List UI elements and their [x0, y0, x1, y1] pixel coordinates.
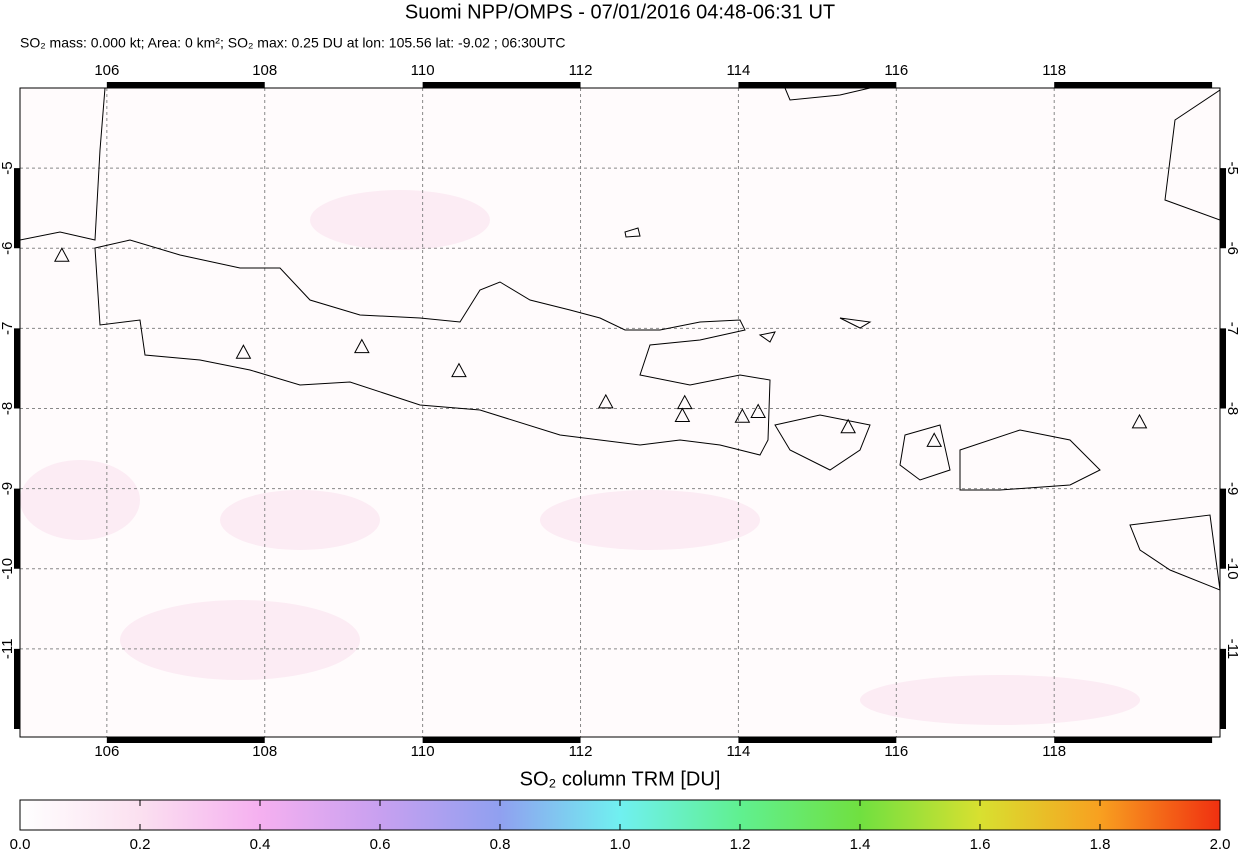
frame-band: [422, 82, 581, 88]
volcano-marker: [750, 403, 766, 418]
subtitle: SO₂ mass: 0.000 kt; Area: 0 km²; SO₂ max…: [20, 35, 565, 51]
frame-band: [14, 168, 20, 249]
y-tick-label: -9: [0, 482, 16, 495]
y-tick-label: -11: [0, 639, 16, 660]
x-tick-label: 108: [252, 743, 277, 760]
y-tick-label: -7: [0, 322, 16, 335]
x-tick-label: 110: [411, 743, 435, 760]
y-tick-label: -5: [0, 161, 16, 174]
frame-band: [106, 737, 265, 743]
colorbar-tick-label: 1.8: [1090, 836, 1111, 853]
frame-band: [1220, 328, 1226, 409]
x-tick-label: 116: [884, 743, 908, 760]
x-tick-label: 116: [884, 62, 908, 79]
frame-band: [14, 328, 20, 409]
colorbar-tick-label: 0.4: [250, 836, 271, 853]
frame-band: [1054, 82, 1213, 88]
frame-band: [738, 82, 897, 88]
x-tick-label: 106: [94, 743, 119, 760]
x-tick-label: 118: [1042, 743, 1066, 760]
y-tick-label: -5: [1224, 161, 1239, 174]
volcano-marker: [926, 432, 943, 447]
frame-band: [422, 737, 581, 743]
colorbar-tick-label: 0.6: [370, 836, 391, 853]
x-tick-label: 106: [94, 62, 119, 79]
y-tick-label: -11: [1224, 639, 1239, 660]
volcano-marker: [840, 418, 856, 434]
colorbar-tick-label: 1.0: [610, 836, 631, 853]
so2-haze: [20, 190, 1140, 725]
frame-band: [738, 737, 897, 743]
volcano-marker: [676, 394, 693, 410]
y-tick-label: -10: [0, 558, 16, 580]
x-tick-label: 118: [1042, 62, 1066, 79]
map-frame: [19, 87, 1221, 738]
frame-band: [14, 488, 20, 569]
frame-band: [106, 82, 265, 88]
y-tick-label: -8: [1224, 402, 1239, 415]
x-tick-label: 112: [569, 62, 593, 79]
colorbar-tick-label: 0.2: [130, 836, 151, 853]
frame-band: [14, 648, 20, 729]
volcano-marker: [734, 408, 751, 423]
colorbar-tick-label: 1.6: [970, 836, 991, 853]
y-tick-label: -6: [1224, 242, 1239, 255]
volcano-marker: [451, 362, 467, 378]
volcano-marker: [235, 344, 252, 359]
frame-band: [1220, 168, 1226, 249]
colorbar-tick-label: 2.0: [1210, 836, 1231, 853]
x-tick-label: 110: [411, 62, 435, 79]
volcano-marker: [674, 407, 691, 423]
x-tick-label: 114: [726, 743, 750, 760]
x-tick-label: 112: [569, 743, 593, 760]
volcano-marker: [54, 247, 70, 262]
colorbar-tick-label: 0.0: [10, 836, 31, 853]
title: Suomi NPP/OMPS - 07/01/2016 04:48-06:31 …: [405, 1, 835, 23]
frame-band: [1054, 737, 1213, 743]
volcano-marker: [1131, 413, 1148, 429]
volcano-marker: [354, 338, 370, 354]
x-tick-label: 108: [252, 62, 277, 79]
y-tick-label: -9: [1224, 482, 1239, 495]
colorbar-label: SO₂ column TRM [DU]: [520, 768, 721, 790]
coastlines: [20, 88, 1220, 591]
frame-band: [1220, 488, 1226, 569]
colorbar-tick-label: 1.4: [850, 836, 871, 853]
y-tick-label: -6: [0, 242, 16, 255]
y-tick-label: -10: [1224, 558, 1239, 580]
volcano-marker: [597, 393, 614, 409]
colorbar-tick-label: 0.8: [490, 836, 511, 853]
frame-band: [1220, 648, 1226, 729]
y-tick-label: -8: [0, 402, 16, 415]
x-tick-label: 114: [726, 62, 750, 79]
colorbar-tick-label: 1.2: [730, 836, 751, 853]
map-area: [20, 88, 1220, 737]
y-tick-label: -7: [1224, 322, 1239, 335]
